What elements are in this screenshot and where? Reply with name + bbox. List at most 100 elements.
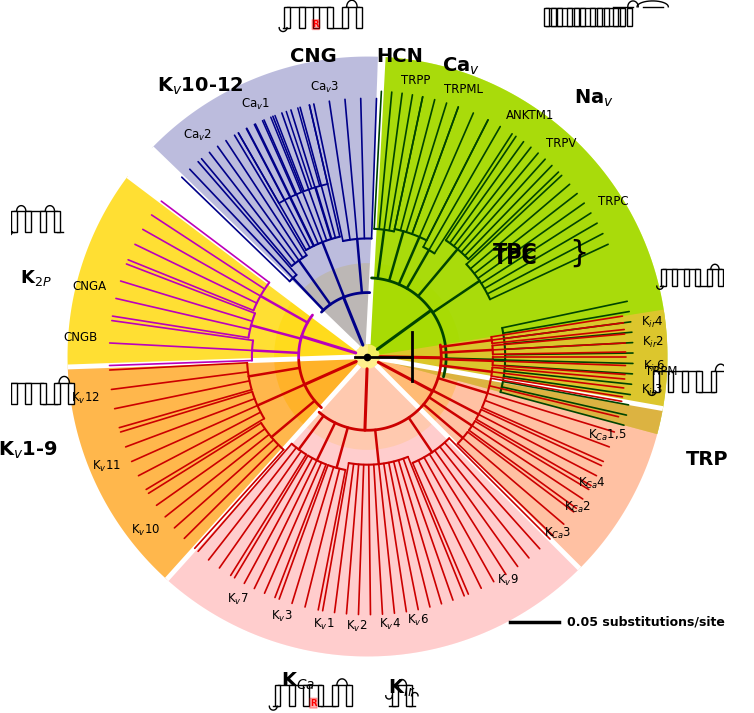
Text: K$_v$9: K$_v$9	[497, 573, 519, 588]
Text: Ca$_v$2: Ca$_v$2	[183, 128, 213, 143]
Bar	[590, 9, 595, 26]
Text: 0.05 substitutions/site: 0.05 substitutions/site	[566, 615, 725, 629]
Text: R: R	[310, 699, 317, 708]
Bar	[54, 383, 60, 404]
Bar	[40, 211, 46, 232]
Text: R: R	[313, 20, 319, 29]
Text: K$_v$1: K$_v$1	[313, 617, 335, 632]
Bar	[299, 7, 305, 28]
Text: TPC: TPC	[492, 248, 538, 268]
Bar	[544, 9, 549, 26]
Text: K$_v$12: K$_v$12	[72, 391, 100, 406]
Polygon shape	[128, 148, 359, 349]
Bar	[597, 9, 602, 26]
Bar	[695, 270, 700, 286]
Text: K$_v$10-12: K$_v$10-12	[157, 76, 244, 97]
Bar	[557, 9, 562, 26]
Text: TRPV: TRPV	[546, 137, 577, 150]
Text: Na$_v$: Na$_v$	[574, 88, 614, 109]
Bar	[673, 270, 677, 286]
Bar	[653, 371, 659, 391]
Polygon shape	[68, 357, 359, 580]
Bar	[392, 685, 397, 706]
Bar	[303, 685, 309, 706]
Bar	[627, 9, 632, 26]
Bar	[620, 9, 625, 26]
Text: K$_{ir}$: K$_{ir}$	[388, 678, 415, 699]
Text: K$_v$4: K$_v$4	[379, 617, 400, 632]
Text: CNGA: CNGA	[72, 280, 106, 293]
Bar	[682, 371, 688, 391]
Bar	[0, 383, 3, 404]
Text: Ca$_v$: Ca$_v$	[442, 56, 480, 77]
Bar	[613, 9, 618, 26]
Text: TRPP: TRPP	[401, 74, 431, 87]
Text: }: }	[569, 239, 588, 268]
Text: Ca$_v$3: Ca$_v$3	[310, 80, 339, 95]
Text: TRP: TRP	[685, 451, 728, 469]
Text: K$_v$2: K$_v$2	[346, 620, 367, 635]
Text: K$_{Ca}$3: K$_{Ca}$3	[544, 526, 572, 541]
Text: K$_{Ca}$: K$_{Ca}$	[281, 670, 316, 692]
Polygon shape	[368, 57, 667, 434]
Polygon shape	[367, 263, 461, 381]
Bar	[684, 270, 688, 286]
Bar	[11, 383, 17, 404]
Bar	[327, 7, 333, 28]
Polygon shape	[379, 309, 667, 409]
Bar	[332, 685, 338, 706]
Polygon shape	[274, 263, 461, 450]
Text: TRPC: TRPC	[598, 195, 628, 207]
Bar	[710, 371, 716, 391]
Text: K$_{ir}$3: K$_{ir}$3	[641, 382, 663, 398]
Bar	[11, 211, 17, 232]
Text: K$_{Ca}$1,5: K$_{Ca}$1,5	[587, 428, 626, 443]
Polygon shape	[68, 176, 357, 367]
Bar	[719, 270, 723, 286]
Polygon shape	[167, 365, 580, 657]
Text: K$_v$7: K$_v$7	[228, 592, 249, 607]
Text: K$_v$3: K$_v$3	[271, 609, 293, 624]
Bar	[574, 9, 579, 26]
Bar	[706, 270, 712, 286]
Bar	[581, 9, 585, 26]
Text: CNG: CNG	[290, 47, 337, 66]
Polygon shape	[167, 365, 580, 657]
Bar	[550, 9, 556, 26]
Bar	[284, 7, 290, 28]
Text: CNGB: CNGB	[63, 331, 98, 344]
Text: K$_v$11: K$_v$11	[91, 459, 121, 474]
Text: K$_v$6: K$_v$6	[406, 612, 428, 627]
Bar	[26, 383, 32, 404]
Bar	[356, 7, 362, 28]
Bar	[342, 7, 348, 28]
Bar	[69, 383, 75, 404]
Bar	[604, 9, 608, 26]
Text: TRPML: TRPML	[444, 83, 483, 96]
Bar	[40, 383, 46, 404]
Polygon shape	[152, 56, 378, 348]
Text: K$_v$10: K$_v$10	[131, 523, 161, 538]
Bar	[725, 371, 731, 391]
Bar	[54, 211, 60, 232]
Bar	[313, 7, 319, 28]
Text: HCN: HCN	[376, 47, 423, 66]
Bar	[317, 685, 323, 706]
Bar	[346, 685, 352, 706]
Text: K$_{Ca}$2: K$_{Ca}$2	[564, 501, 592, 515]
Text: K$_{ir}$6: K$_{ir}$6	[642, 359, 665, 374]
Text: TPC: TPC	[492, 243, 538, 263]
Polygon shape	[368, 57, 667, 434]
Text: ANKTM1: ANKTM1	[507, 109, 555, 123]
Bar	[661, 270, 666, 286]
Bar	[274, 685, 280, 706]
Bar	[289, 685, 295, 706]
Text: Ca$_v$1: Ca$_v$1	[241, 96, 271, 111]
Text: K$_{ir}$2: K$_{ir}$2	[642, 334, 665, 349]
Bar	[696, 371, 702, 391]
Bar	[406, 685, 412, 706]
Polygon shape	[376, 359, 663, 568]
Text: K$_{ir}$4: K$_{ir}$4	[641, 315, 664, 331]
Bar	[667, 371, 673, 391]
Text: K$_{Ca}$4: K$_{Ca}$4	[578, 476, 606, 491]
